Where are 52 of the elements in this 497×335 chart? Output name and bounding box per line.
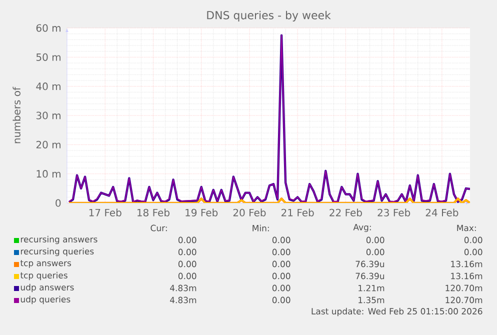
x-tick-label: 23 Feb	[378, 208, 410, 216]
text: 0.00	[178, 248, 196, 256]
x-tick-label: 24 Feb	[426, 208, 458, 216]
text: 4.83m	[170, 296, 196, 304]
text: 0.00	[272, 296, 290, 304]
text: 1.35m	[358, 296, 384, 304]
text: 0.00	[178, 260, 196, 268]
text: 0.00	[272, 260, 290, 268]
x-tick-label: 21 Feb	[282, 208, 314, 216]
y-tick-label: 0	[56, 199, 61, 207]
text: 0.00	[178, 272, 196, 280]
text: Last update: Wed Feb 25 01:15:00 2026	[312, 308, 482, 316]
text: 76.39u	[356, 260, 384, 268]
text: 0.00	[464, 236, 482, 244]
y-tick-label: 40 m	[36, 82, 60, 90]
text: Min:	[252, 224, 269, 232]
y-tick-label: 30 m	[36, 112, 60, 120]
text: 0.00	[464, 248, 482, 256]
legend-label: tcp queries	[20, 272, 68, 280]
text: Max:	[457, 224, 476, 232]
text: 120.70m	[446, 284, 482, 292]
text: 13.16m	[451, 272, 482, 280]
legend-label: udp queries	[20, 296, 70, 304]
legend-label: recursing answers	[20, 236, 98, 244]
y-tick-label: 20 m	[36, 140, 60, 148]
text: 0.00	[366, 248, 384, 256]
chart-title: DNS queries - by week	[207, 10, 331, 22]
x-tick-label: 18 Feb	[138, 208, 170, 216]
y-tick-label: 60 m	[36, 24, 60, 32]
legend-label: tcp answers	[20, 260, 72, 268]
text: 0.00	[366, 236, 384, 244]
text: 4.83m	[170, 284, 196, 292]
x-tick-label: 17 Feb	[89, 208, 122, 216]
x-tick-label: 20 Feb	[233, 208, 266, 216]
text: 120.70m	[446, 296, 482, 304]
text: 13.16m	[451, 260, 482, 268]
y-tick-label: 50 m	[36, 53, 60, 61]
legend-label: recursing queries	[20, 248, 94, 256]
text: Cur:	[150, 224, 167, 232]
x-tick-label: 22 Feb	[330, 208, 362, 216]
text: 76.39u	[356, 272, 384, 280]
text: 0.00	[272, 272, 290, 280]
y-axis-title: numbers of	[12, 86, 20, 144]
text: Avg:	[353, 224, 371, 232]
text: 0.00	[178, 236, 196, 244]
text: 0.00	[272, 248, 290, 256]
x-tick-label: 19 Feb	[186, 208, 218, 216]
text: 1.21m	[358, 284, 384, 292]
legend-label: udp answers	[20, 284, 74, 292]
y-tick-label: 10 m	[36, 170, 60, 178]
text: 0.00	[272, 284, 290, 292]
text: 0.00	[272, 236, 290, 244]
